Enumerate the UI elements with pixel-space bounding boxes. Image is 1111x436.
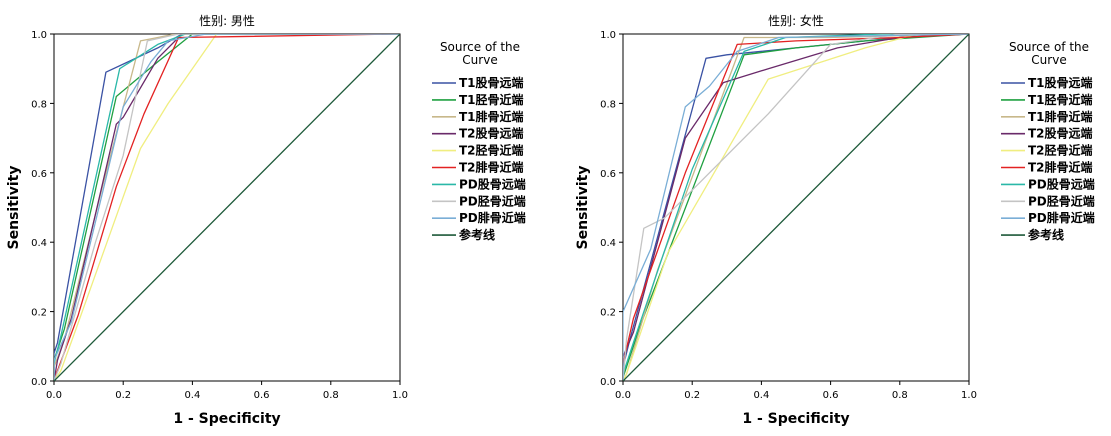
legend-label: T2胫骨近端 [459, 143, 524, 158]
y-axis-label: Sensitivity [575, 166, 591, 250]
x-tick-label: 1.0 [392, 390, 408, 401]
legend-title-line2: Curve [1031, 53, 1066, 67]
y-axis-label: Sensitivity [6, 166, 22, 250]
x-tick-label: 0.8 [323, 390, 339, 401]
legend-label: PD胫骨近端 [1028, 193, 1095, 208]
roc-curve [54, 34, 400, 381]
legend-label: T1腓骨近端 [1028, 109, 1093, 124]
x-tick-label: 1.0 [961, 390, 977, 401]
roc-curve [623, 34, 969, 381]
legend-label: T1胫骨近端 [459, 92, 524, 107]
y-tick-label: 0.4 [31, 238, 47, 249]
series-group [54, 34, 400, 381]
y-tick-label: 0.2 [600, 308, 616, 319]
series-group [623, 34, 969, 381]
x-axis-label: 1 - Specificity [742, 411, 849, 427]
y-tick-label: 0.8 [600, 99, 616, 110]
x-tick-label: 0.4 [184, 390, 200, 401]
legend-label: T2胫骨近端 [1028, 143, 1093, 158]
roc-curve [54, 34, 400, 381]
y-tick-label: 0.8 [31, 99, 47, 110]
x-tick-label: 0.0 [46, 390, 62, 401]
y-tick-label: 0.2 [31, 308, 47, 319]
legend-label: T1胫骨近端 [1028, 92, 1093, 107]
roc-curve [54, 34, 400, 381]
legend-label: T2股骨远端 [459, 126, 524, 141]
roc-curve [623, 34, 969, 381]
x-tick-label: 0.2 [684, 390, 700, 401]
legend-title: Source of the [440, 40, 520, 54]
x-axis-label: 1 - Specificity [173, 411, 280, 427]
y-tick-label: 1.0 [600, 30, 616, 41]
roc-curve [623, 34, 969, 381]
x-tick-label: 0.0 [615, 390, 631, 401]
roc-curve [623, 34, 969, 381]
legend-label: T2腓骨近端 [1028, 160, 1093, 175]
legend-label: T2腓骨近端 [459, 160, 524, 175]
legend-label: 参考线 [459, 227, 495, 242]
legend-label: PD股骨远端 [459, 176, 526, 191]
chart-title: 性别: 男性 [199, 14, 255, 28]
legend-label: T1股骨远端 [459, 75, 524, 90]
legend-label: PD胫骨近端 [459, 193, 526, 208]
legend-label: PD腓骨近端 [459, 210, 526, 225]
roc-curve [54, 34, 400, 381]
legend-label: 参考线 [1028, 227, 1064, 242]
y-tick-label: 0.0 [600, 377, 616, 388]
x-tick-label: 0.8 [892, 390, 908, 401]
x-tick-label: 0.4 [753, 390, 769, 401]
legend-label: PD股骨远端 [1028, 176, 1095, 191]
x-tick-label: 0.6 [823, 390, 839, 401]
x-tick-label: 0.6 [254, 390, 270, 401]
y-tick-label: 0.6 [600, 169, 616, 180]
y-tick-label: 0.0 [31, 377, 47, 388]
y-tick-label: 1.0 [31, 30, 47, 41]
roc-panel: 性别: 男性 0.0 0.2 0.4 0.6 0.8 1.0 0.0 0.2 0.4 0.6 0.8 1… [6, 14, 526, 427]
y-tick-label: 0.6 [31, 169, 47, 180]
legend-label: PD腓骨近端 [1028, 210, 1095, 225]
legend-label: T2股骨远端 [1028, 126, 1093, 141]
y-tick-label: 0.4 [600, 238, 616, 249]
legend-title: Source of the [1009, 40, 1089, 54]
roc-curve [623, 34, 969, 381]
roc-panel: 性别: 女性 0.0 0.2 0.4 0.6 0.8 1.0 0.0 0.2 0.4 0.6 0.8 1… [575, 13, 1095, 427]
roc-curve [54, 34, 400, 381]
chart-title: 性别: 女性 [768, 13, 824, 28]
legend-title-line2: Curve [462, 53, 497, 67]
roc-curve [54, 34, 400, 381]
x-tick-label: 0.2 [115, 390, 131, 401]
legend-label: T1腓骨近端 [459, 109, 524, 124]
legend-label: T1股骨远端 [1028, 75, 1093, 90]
